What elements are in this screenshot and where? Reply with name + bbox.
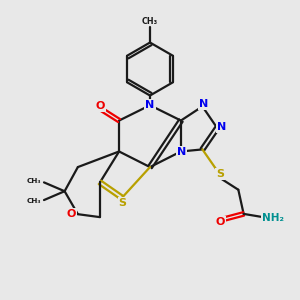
Text: N: N xyxy=(146,100,154,110)
Text: O: O xyxy=(95,101,105,111)
Text: S: S xyxy=(216,169,224,179)
Text: N: N xyxy=(199,99,208,109)
Text: N: N xyxy=(177,147,186,157)
Text: S: S xyxy=(118,198,127,208)
Text: NH₂: NH₂ xyxy=(262,213,284,223)
Text: O: O xyxy=(67,208,76,219)
Text: CH₃: CH₃ xyxy=(142,17,158,26)
Text: CH₃: CH₃ xyxy=(27,198,41,204)
Text: N: N xyxy=(217,122,226,132)
Text: CH₃: CH₃ xyxy=(27,178,41,184)
Text: O: O xyxy=(216,217,225,227)
